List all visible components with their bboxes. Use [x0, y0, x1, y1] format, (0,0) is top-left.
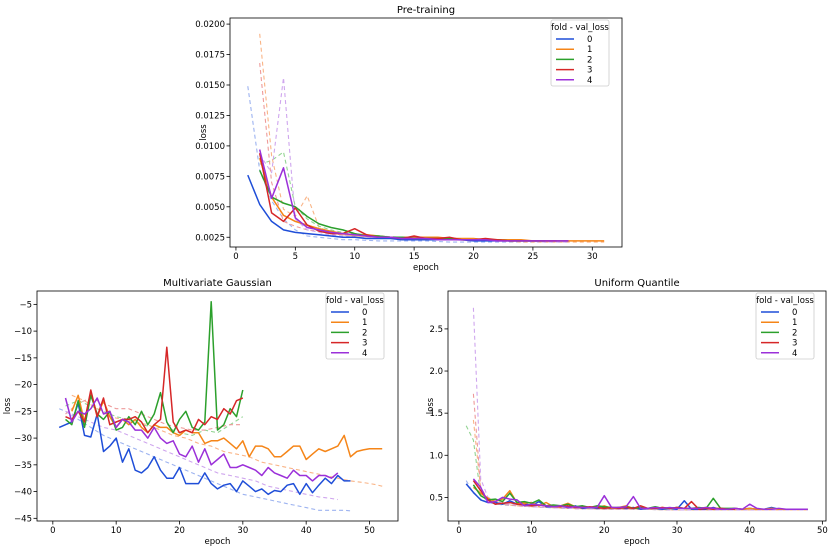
y-tick-label: −20 [14, 381, 32, 391]
series-line-4 [64, 397, 339, 482]
legend-label-0: 0 [792, 308, 797, 318]
series-line-2 [259, 169, 545, 242]
legend-title: fold - val_loss [326, 296, 384, 306]
legend-label-2: 2 [362, 328, 367, 338]
y-tick-label: −10 [14, 327, 32, 337]
y-tick-label: 0.5 [429, 493, 443, 503]
x-tick-label: 15 [409, 252, 420, 262]
series-line-4-train [65, 410, 338, 501]
series-line-2 [65, 300, 244, 434]
x-tick-label: 10 [349, 252, 360, 262]
series-line-4 [472, 478, 808, 510]
legend-label-2: 2 [792, 328, 797, 338]
x-tick-label: 30 [587, 252, 598, 262]
legend-label-3: 3 [792, 339, 797, 349]
y-tick-label: 0.0050 [195, 203, 225, 213]
legend-label-3: 3 [587, 66, 592, 76]
y-axis-label: loss [3, 397, 13, 414]
x-tick-label: 5 [293, 252, 298, 262]
series-line-4-train [472, 307, 808, 511]
x-tick-label: 40 [301, 526, 312, 536]
legend-label-4: 4 [792, 349, 797, 359]
x-tick-label: 50 [817, 526, 828, 536]
legend-label-2: 2 [587, 55, 592, 65]
series-line-1-train [472, 419, 808, 511]
axes-frame [447, 290, 827, 522]
y-tick-label: 0.0150 [195, 81, 225, 91]
y-tick-label: 2.5 [429, 325, 443, 335]
x-tick-label: 40 [744, 526, 755, 536]
series-line-0-train [247, 86, 569, 243]
x-tick-label: 10 [526, 526, 537, 536]
series-line-3-train [472, 393, 736, 511]
x-axis-label: epoch [413, 263, 439, 273]
y-tick-label: 2.0 [429, 367, 443, 377]
legend-label-3: 3 [362, 339, 367, 349]
series-group [465, 307, 808, 511]
x-axis-label: epoch [205, 537, 231, 547]
legend-label-1: 1 [587, 45, 592, 55]
y-tick-label: 0.0075 [195, 172, 225, 182]
legend-label-0: 0 [587, 35, 592, 45]
x-axis-label: epoch [624, 537, 650, 547]
series-line-2-train [259, 151, 545, 242]
legend-label-0: 0 [362, 308, 367, 318]
y-tick-label: 0.0125 [195, 111, 225, 121]
series-line-3 [258, 153, 557, 242]
x-tick-label: 20 [468, 252, 479, 262]
y-tick-label: −40 [14, 488, 32, 498]
axes-frame [229, 17, 623, 248]
y-axis-label: loss [199, 124, 209, 141]
y-axis-label: loss [426, 397, 436, 414]
y-tick-label: 0.0200 [195, 20, 225, 30]
series-group [58, 300, 383, 512]
series-group [247, 33, 605, 243]
legend-title: fold - val_loss [756, 296, 814, 306]
y-tick-label: −45 [14, 514, 32, 524]
y-tick-label: −25 [14, 407, 32, 417]
chart-title: Multivariate Gaussian [163, 278, 272, 289]
axes-frame [36, 290, 399, 522]
chart-title: Uniform Quantile [594, 278, 679, 289]
legend-label-4: 4 [587, 76, 592, 86]
y-tick-label: 1.0 [429, 451, 443, 461]
chart-title: Pre-training [397, 5, 455, 16]
y-tick-label: 0.0025 [195, 233, 225, 243]
x-tick-label: 30 [237, 526, 248, 536]
series-line-4 [258, 149, 569, 242]
y-tick-label: −30 [14, 434, 32, 444]
series-line-1 [71, 391, 383, 461]
y-tick-label: −5 [19, 300, 32, 310]
y-tick-label: 0.0175 [195, 51, 225, 61]
y-tick-label: 1.5 [429, 409, 443, 419]
x-tick-label: 30 [672, 526, 683, 536]
y-tick-label: −15 [14, 354, 32, 364]
series-line-3 [65, 346, 244, 434]
legend-label-1: 1 [362, 318, 367, 328]
x-tick-label: 10 [111, 526, 122, 536]
legend-title: fold - val_loss [551, 23, 609, 33]
legend-label-1: 1 [792, 318, 797, 328]
y-tick-label: 0.0100 [195, 142, 225, 152]
y-tick-label: −35 [14, 461, 32, 471]
series-line-3 [472, 480, 736, 510]
series-line-0-train [58, 408, 351, 512]
x-tick-label: 0 [456, 526, 461, 536]
series-line-1-train [259, 33, 605, 243]
x-tick-label: 25 [527, 252, 538, 262]
x-tick-label: 0 [233, 252, 238, 262]
x-tick-label: 20 [599, 526, 610, 536]
x-tick-label: 0 [50, 526, 55, 536]
x-tick-label: 50 [364, 526, 375, 536]
series-line-0 [58, 402, 351, 496]
x-tick-label: 20 [174, 526, 185, 536]
legend-label-4: 4 [362, 349, 367, 359]
